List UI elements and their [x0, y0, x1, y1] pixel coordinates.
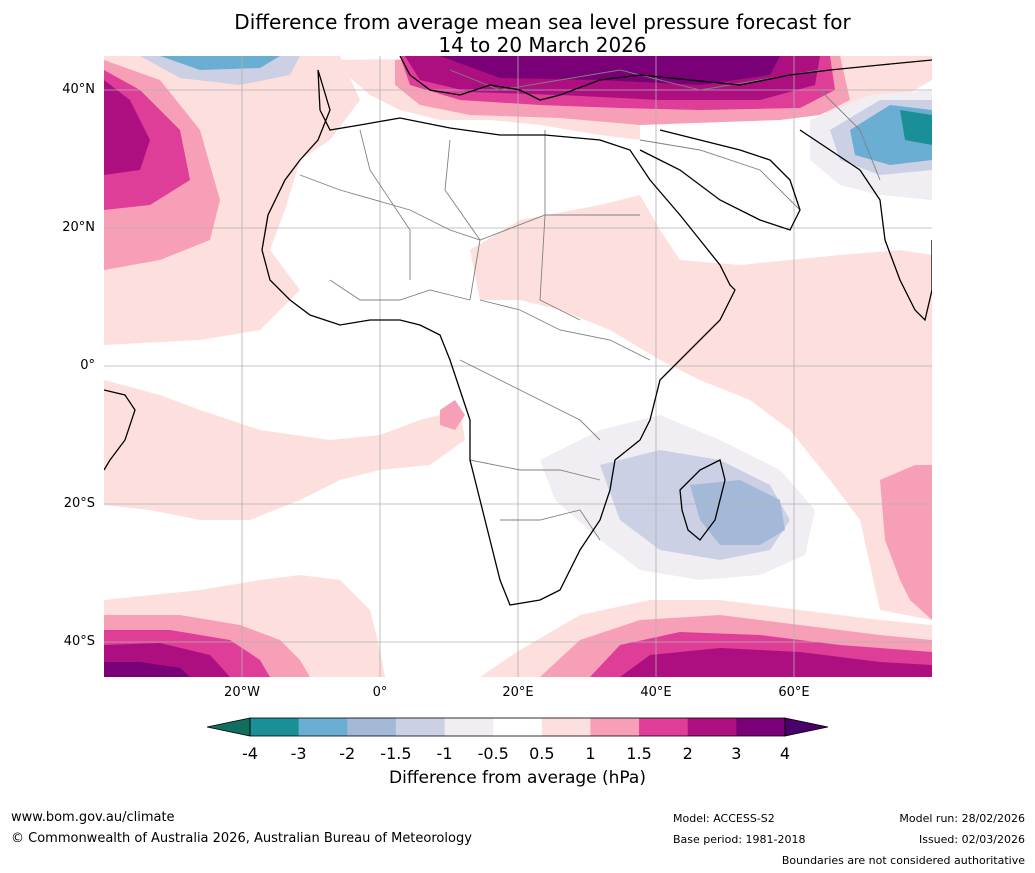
border-angola-zambia: [469, 459, 601, 481]
colorbar-tick-label: 2: [682, 744, 693, 763]
pink-region-indian-ocean: [470, 195, 932, 620]
coastline-europe: [399, 56, 932, 101]
coastline-arabia: [639, 129, 801, 231]
coastline-india: [859, 169, 932, 322]
coastline-persian-gulf: [799, 129, 861, 171]
map-title-line-1: Difference from average mean sea level p…: [234, 10, 851, 34]
colorbar-label: Difference from average (hPa): [389, 768, 646, 788]
lat-label-20n: 20°N: [62, 220, 95, 235]
coastline-africa: [261, 69, 736, 606]
dark-purple-europe: [440, 56, 780, 85]
border-egypt-sudan: [539, 130, 581, 321]
anomaly-3-to-4: [104, 56, 780, 677]
blue-region-north-atlantic-inner: [160, 56, 280, 70]
footer-copyright: © Commonwealth of Australia 2026, Austra…: [11, 831, 472, 846]
dark-purple-southwest: [104, 662, 190, 677]
colorbar-bin-1: [298, 718, 348, 736]
light-blue-region-madagascar: [690, 480, 785, 545]
colorbar-bin-10: [736, 718, 786, 736]
coastline-south-america-east: [104, 389, 136, 471]
colorbar-extend-below-outline: [206, 717, 251, 737]
border-congo: [459, 359, 601, 441]
coastline-madagascar: [679, 459, 726, 541]
lat-label-equator: 0°: [80, 358, 95, 373]
footer-issued: Issued: 02/03/2026: [918, 833, 1025, 846]
colorbar-tick-label: -2: [339, 744, 356, 763]
pink-region-south-atlantic: [104, 380, 465, 520]
lon-label-20w: 20°W: [224, 685, 260, 700]
colorbar-extend-below: [207, 718, 250, 736]
border-west-africa: [329, 279, 471, 301]
border-algeria-mali: [359, 129, 411, 280]
footer-website: www.bom.gov.au/climate: [11, 810, 175, 825]
colorbar-tick-label: 1.5: [626, 744, 652, 763]
graticule: [104, 56, 932, 677]
colorbar-tick-label: -1.5: [380, 744, 412, 763]
border-europe: [449, 69, 821, 91]
footer-model: Model: ACCESS-S2: [673, 812, 775, 825]
colorbar-tick-label: 0.5: [529, 744, 555, 763]
border-libya-niger: [444, 139, 481, 301]
magenta-north-atlantic: [104, 80, 150, 175]
lon-label-20e: 20°E: [502, 685, 534, 700]
lon-label-40e: 40°E: [640, 685, 672, 700]
lon-label-60e: 60°E: [778, 685, 810, 700]
lon-label-0: 0°: [372, 685, 388, 700]
lat-label-20s: 20°S: [63, 496, 95, 511]
colorbar-bin-6: [541, 718, 591, 736]
lat-label-40n: 40°N: [62, 82, 95, 97]
colorbar: [206, 717, 829, 737]
map-title-line-2: 14 to 20 March 2026: [438, 33, 647, 57]
colorbar-bin-7: [590, 718, 640, 736]
border-arabia: [639, 139, 801, 211]
colorbar-bins: [250, 718, 786, 736]
colorbar-tick-label: 1: [585, 744, 596, 763]
colorbar-bin-8: [639, 718, 689, 736]
border-central-africa: [479, 299, 651, 361]
footer-base-period: Base period: 1981-2018: [673, 833, 806, 846]
border-asia: [819, 89, 881, 181]
magenta-southeast: [620, 648, 932, 677]
colorbar-extend-above: [785, 718, 828, 736]
colorbar-extend-above-outline: [784, 717, 829, 737]
negative-anomalies: [140, 56, 932, 580]
colorbar-tick-label: -3: [290, 744, 307, 763]
mid-pink-gulf-guinea: [440, 400, 465, 430]
colorbar-bin-5: [493, 718, 543, 736]
colorbar-bin-4: [444, 718, 494, 736]
border-sahara: [299, 174, 640, 241]
border-southern-africa: [500, 509, 601, 541]
colorbar-bin-9: [687, 718, 737, 736]
colorbar-tick-label: 4: [779, 744, 791, 763]
lat-label-40s: 40°S: [63, 634, 95, 649]
footer-model-run: Model run: 28/02/2026: [899, 812, 1025, 825]
colorbar-bin-2: [347, 718, 397, 736]
coastlines: [104, 56, 932, 606]
colorbar-tick-label: -0.5: [477, 744, 509, 763]
country-borders: [299, 69, 881, 541]
map-plot-area: [104, 56, 932, 677]
colorbar-bin-3: [395, 718, 446, 736]
colorbar-tick-label: 3: [731, 744, 742, 763]
teal-region-asia: [900, 110, 932, 145]
colorbar-bin-0: [250, 718, 300, 736]
colorbar-tick-label: -4: [242, 744, 258, 763]
colorbar-tick-label: -1: [436, 744, 453, 763]
footer-disclaimer: Boundaries are not considered authoritat…: [781, 854, 1025, 867]
